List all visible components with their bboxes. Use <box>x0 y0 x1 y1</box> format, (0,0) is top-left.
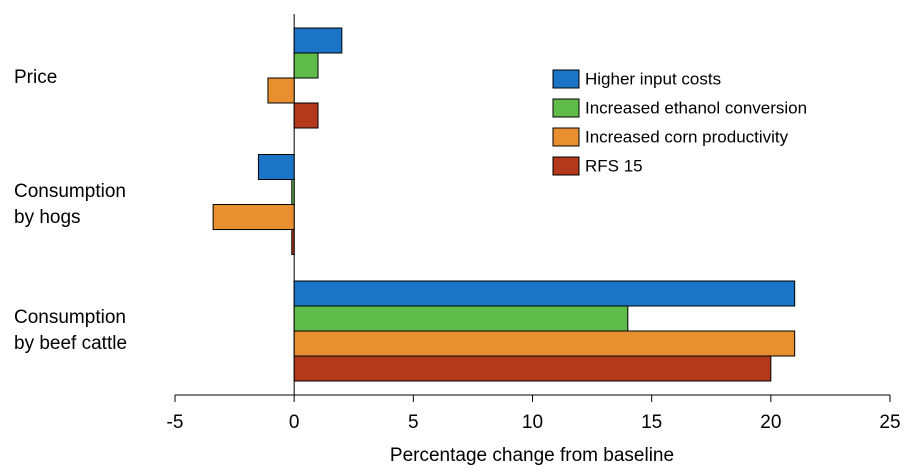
legend-label: Higher input costs <box>585 69 721 88</box>
bar <box>293 27 343 54</box>
bar <box>212 204 295 230</box>
bar <box>293 52 319 79</box>
x-tick-label: 25 <box>879 412 900 433</box>
bar <box>293 355 772 382</box>
x-tick-label: 5 <box>408 412 419 433</box>
x-tick-label: 10 <box>522 412 543 433</box>
bar <box>267 77 295 104</box>
legend-label: RFS 15 <box>585 156 643 175</box>
legend-swatch <box>552 69 580 89</box>
legend-swatch <box>552 98 580 118</box>
x-tick-label: 20 <box>760 412 781 433</box>
bar <box>293 102 319 129</box>
x-axis-label: Percentage change from baseline <box>390 445 674 466</box>
legend-swatch <box>552 127 580 147</box>
legend-swatch <box>552 156 580 176</box>
legend-label: Increased ethanol conversion <box>585 98 807 117</box>
bar <box>291 229 295 255</box>
x-tick-label: -5 <box>167 412 184 433</box>
bar <box>257 154 295 180</box>
bar <box>291 179 295 205</box>
bar <box>293 305 629 332</box>
category-label: Consumption by beef cattle <box>14 307 128 354</box>
bar <box>293 330 796 357</box>
bar <box>293 280 796 307</box>
legend-label: Increased corn productivity <box>585 127 789 146</box>
category-label: Consumption by hogs <box>14 180 126 228</box>
x-tick-label: 0 <box>289 412 300 433</box>
category-label: Price <box>14 67 58 88</box>
x-tick-label: 15 <box>641 412 662 433</box>
